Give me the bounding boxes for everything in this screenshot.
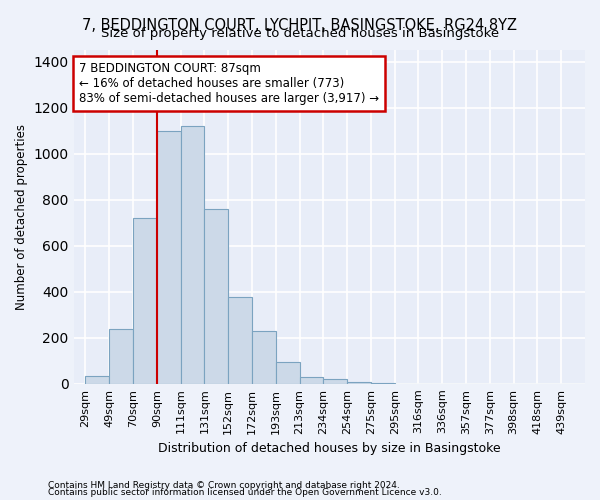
Bar bbox=[109, 328, 133, 384]
Text: Size of property relative to detached houses in Basingstoke: Size of property relative to detached ho… bbox=[101, 28, 499, 40]
Bar bbox=[347, 382, 371, 384]
Bar bbox=[323, 379, 347, 384]
Bar bbox=[371, 382, 395, 384]
X-axis label: Distribution of detached houses by size in Basingstoke: Distribution of detached houses by size … bbox=[158, 442, 500, 455]
Bar bbox=[133, 218, 157, 384]
Bar bbox=[157, 130, 181, 384]
Text: 7 BEDDINGTON COURT: 87sqm
← 16% of detached houses are smaller (773)
83% of semi: 7 BEDDINGTON COURT: 87sqm ← 16% of detac… bbox=[79, 62, 379, 104]
Bar bbox=[276, 362, 299, 384]
Bar bbox=[85, 376, 109, 384]
Bar bbox=[252, 331, 276, 384]
Bar bbox=[228, 298, 252, 384]
Bar bbox=[299, 377, 323, 384]
Text: Contains HM Land Registry data © Crown copyright and database right 2024.: Contains HM Land Registry data © Crown c… bbox=[48, 480, 400, 490]
Text: Contains public sector information licensed under the Open Government Licence v3: Contains public sector information licen… bbox=[48, 488, 442, 497]
Text: 7, BEDDINGTON COURT, LYCHPIT, BASINGSTOKE, RG24 8YZ: 7, BEDDINGTON COURT, LYCHPIT, BASINGSTOK… bbox=[83, 18, 517, 32]
Bar bbox=[181, 126, 205, 384]
Bar bbox=[205, 209, 228, 384]
Y-axis label: Number of detached properties: Number of detached properties bbox=[15, 124, 28, 310]
